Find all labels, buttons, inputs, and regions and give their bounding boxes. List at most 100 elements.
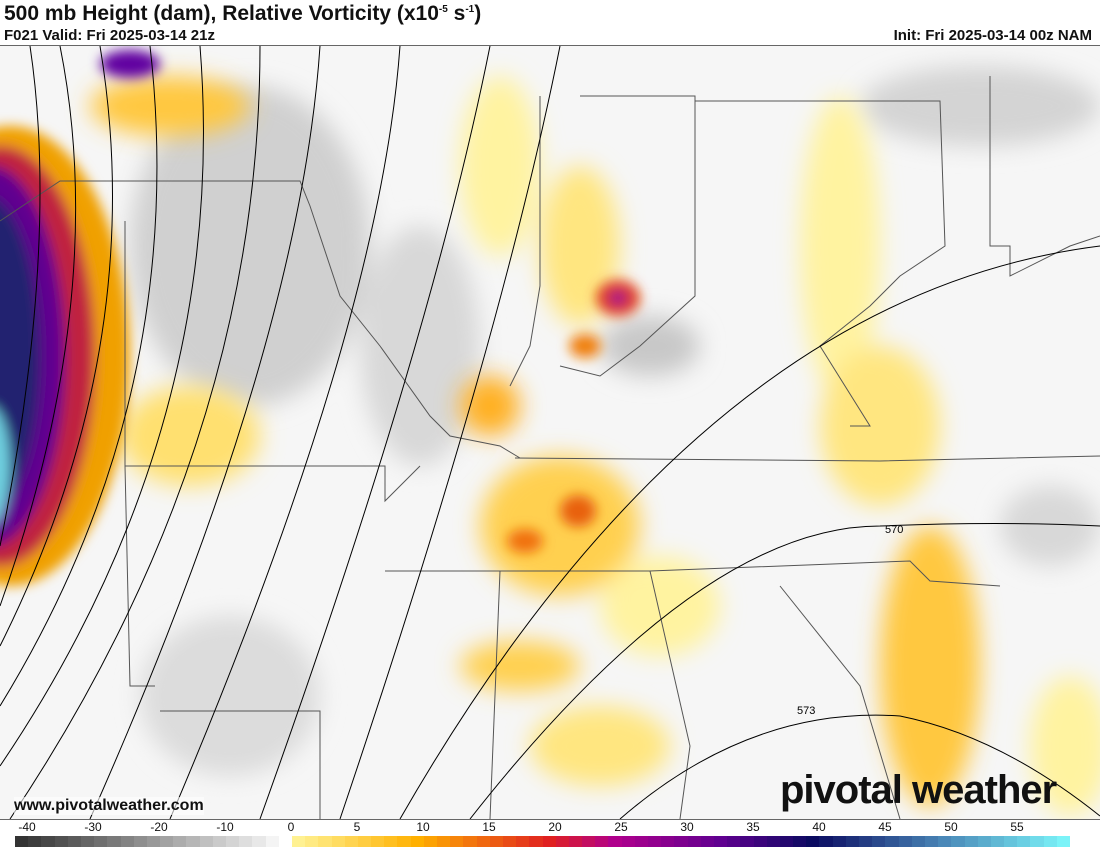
colorbar-swatch [582, 836, 596, 847]
colorbar-swatch [674, 836, 688, 847]
colorbar-swatch [687, 836, 701, 847]
colorbar-swatch [252, 836, 266, 847]
colorbar-swatch [120, 836, 134, 847]
colorbar-swatch [371, 836, 385, 847]
colorbar-tick-label: 0 [287, 820, 295, 834]
colorbar-swatch [305, 836, 319, 847]
colorbar-tick-label: -40 [18, 820, 36, 834]
colorbar-swatch [911, 836, 925, 847]
colorbar-tick-label: 10 [416, 820, 430, 834]
colorbar-swatch [568, 836, 583, 847]
colorbar-swatch [384, 836, 398, 847]
colorbar-swatch [199, 836, 213, 847]
height-contours [0, 46, 1100, 819]
colorbar-swatch [779, 836, 794, 847]
colorbar-swatch [239, 836, 253, 847]
colorbar-swatch [595, 836, 609, 847]
valid-time: F021 Valid: Fri 2025-03-14 21z [4, 27, 215, 44]
colorbar-swatch [740, 836, 754, 847]
colorbar-swatch [94, 836, 108, 847]
colorbar-swatch [661, 836, 675, 847]
colorbar-tick-label: 25 [614, 820, 628, 834]
colorbar-swatch [555, 836, 569, 847]
init-time: Init: Fri 2025-03-14 00z NAM [893, 27, 1092, 44]
colorbar-swatch [898, 836, 912, 847]
colorbar-swatch [463, 836, 477, 847]
colorbar-swatch [621, 836, 635, 847]
colorbar-swatch [331, 836, 345, 847]
colorbar-swatch [278, 836, 292, 847]
colorbar-swatch [713, 836, 728, 847]
colorbar-swatch [146, 836, 161, 847]
colorbar-swatch [67, 836, 81, 847]
colorbar-swatch [542, 836, 556, 847]
colorbar-swatch [291, 836, 306, 847]
state-borders [0, 76, 1100, 819]
colorbar-swatch [859, 836, 873, 847]
colorbar-tick-label: 35 [746, 820, 760, 834]
colorbar-swatch [793, 836, 807, 847]
colorbar-swatch [608, 836, 622, 847]
colorbar-swatch [806, 836, 820, 847]
colorbar-tick-label: -20 [150, 820, 168, 834]
colorbar-tick-label: 55 [1010, 820, 1024, 834]
colorbar-swatch [1043, 836, 1057, 847]
colorbar-labels: -40 -30 -20 -10 0 5 10 15 20 25 30 35 40 45 50 55 [0, 820, 1100, 834]
contour-label: 573 [797, 705, 815, 717]
colorbar-swatch [845, 836, 859, 847]
colorbar-swatch [173, 836, 187, 847]
colorbar-tick-label: 40 [812, 820, 826, 834]
colorbar-swatch [753, 836, 767, 847]
colorbar-swatch [924, 836, 939, 847]
vorticity-field: 570 573 [0, 46, 1100, 819]
colorbar-swatch [990, 836, 1005, 847]
negative-vorticity-shading [130, 66, 1100, 776]
colorbar-swatch [938, 836, 952, 847]
colorbar-swatch [160, 836, 174, 847]
colorbar-tick-label: 20 [548, 820, 562, 834]
colorbar-swatch [423, 836, 437, 847]
colorbar-tick-label: -30 [84, 820, 102, 834]
colorbar-swatch [410, 836, 424, 847]
colorbar-swatch [1056, 836, 1070, 847]
colorbar-swatch [133, 836, 147, 847]
weather-map[interactable]: 570 573 [0, 45, 1100, 820]
colorbar-swatch [437, 836, 451, 847]
colorbar-swatch [226, 836, 240, 847]
colorbar-tick-label: 5 [353, 820, 361, 834]
colorbar-swatch [489, 836, 503, 847]
colorbar-swatch [212, 836, 226, 847]
colorbar-swatch [41, 836, 55, 847]
chart-title: 500 mb Height (dam), Relative Vorticity … [4, 2, 482, 25]
colorbar-swatch [872, 836, 886, 847]
colorbar-swatch [727, 836, 741, 847]
colorbar-swatch [516, 836, 530, 847]
colorbar-swatch [397, 836, 411, 847]
colorbar-swatch [1030, 836, 1044, 847]
colorbar-swatch [885, 836, 899, 847]
colorbar-swatch [1017, 836, 1031, 847]
pivotal-weather-logo: pivotal weather [780, 768, 1057, 812]
colorbar-swatch [1004, 836, 1018, 847]
colorbar-swatch [80, 836, 95, 847]
website-url: www.pivotalweather.com [14, 797, 204, 815]
colorbar-swatch [15, 836, 29, 847]
colorbar-tick-label: 50 [944, 820, 958, 834]
colorbar-tick-label: -10 [216, 820, 234, 834]
colorbar-swatch [357, 836, 372, 847]
colorbar-swatch [107, 836, 121, 847]
colorbar-swatch [186, 836, 200, 847]
colorbar-tick-label: 30 [680, 820, 694, 834]
colorbar-swatch [54, 836, 68, 847]
vorticity-maxima [0, 50, 640, 586]
colorbar-swatch [502, 836, 517, 847]
colorbar-swatch [265, 836, 279, 847]
colorbar-swatch [977, 836, 991, 847]
colorbar-swatch [964, 836, 978, 847]
colorbar-swatch [318, 836, 332, 847]
colorbar-swatch [529, 836, 543, 847]
colorbar-swatch [450, 836, 464, 847]
colorbar-swatch [634, 836, 648, 847]
colorbar-swatch [648, 836, 662, 847]
colorbar-swatch [700, 836, 714, 847]
